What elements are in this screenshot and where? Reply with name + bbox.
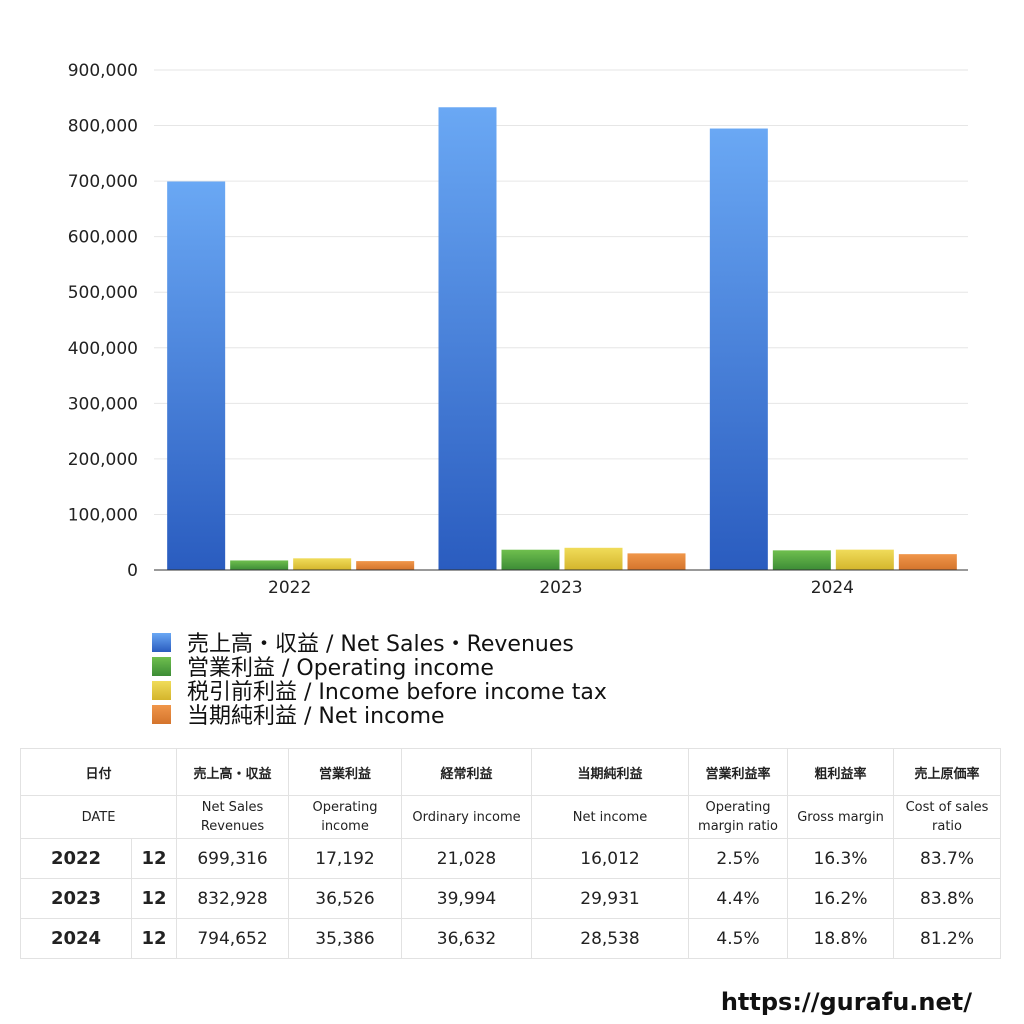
grid-lines [154,69,968,515]
bar-2022-series-3 [356,561,415,570]
cell-sales: 832,928 [176,878,290,919]
table-row: 2023 12 832,928 36,526 39,994 29,931 4.4… [20,878,1002,919]
cell-opm: 4.5% [688,918,789,959]
cell-op: 35,386 [288,918,403,959]
header-date-jp: 日付 [19,748,178,796]
cell-year: 2023 [20,878,132,919]
legend-swatch-net-sales [152,632,171,652]
table-row: 2022 12 699,316 17,192 21,028 16,012 2.5… [20,838,1002,879]
y-tick-label: 100,000 [68,505,138,525]
cell-op: 17,192 [288,838,403,879]
bar-2022-series-2 [293,558,352,570]
cell-ord: 36,632 [401,918,533,959]
cell-opm: 2.5% [688,838,789,879]
bar-2022-series-1 [230,560,289,570]
header-cos-jp: 売上原価率 [893,748,1002,796]
y-tick-label: 700,000 [68,172,138,192]
cell-month: 12 [130,878,178,919]
cell-year: 2024 [20,918,132,959]
bar-2022-series-0 [167,181,226,571]
header-op-en: Operating income [288,795,403,839]
cell-gm: 16.3% [787,838,895,879]
bar-2024-series-3 [898,554,957,570]
header-gm-en: Gross margin [787,795,895,839]
axes: 0 100,000 200,000 300,000 400,000 500,000 600,… [68,61,968,598]
legend-swatch-net-income [152,704,171,724]
cell-gm: 16.2% [787,878,895,919]
header-gm-jp: 粗利益率 [787,748,895,796]
bar-2024-series-2 [835,549,894,570]
legend-label-net-sales: 売上高・収益 / Net Sales・Revenues [187,632,574,657]
legend: 売上高・収益 / Net Sales・Revenues 営業利益 / Opera… [152,630,607,729]
y-tick-label: 400,000 [68,339,138,359]
cell-month: 12 [130,918,178,959]
bar-2023-series-0 [438,107,497,571]
cell-ord: 21,028 [401,838,533,879]
y-tick-label: 900,000 [68,61,138,81]
bar-chart: 0 100,000 200,000 300,000 400,000 500,000 600,… [68,61,968,598]
legend-item-net-income: 当期純利益 / Net income [152,702,607,729]
header-ord-jp: 経常利益 [401,748,533,796]
cell-sales: 794,652 [176,918,290,959]
y-tick-label: 200,000 [68,450,138,470]
cell-net: 16,012 [531,838,690,879]
x-tick-label: 2024 [811,578,854,598]
table-row: 2024 12 794,652 35,386 36,632 28,538 4.5… [20,918,1002,959]
header-date-en: DATE [19,795,178,839]
bar-2024-series-1 [772,550,831,570]
cell-cos: 83.8% [893,878,1002,919]
legend-label-net-income: 当期純利益 / Net income [187,704,445,729]
header-ord-en: Ordinary income [401,795,533,839]
legend-label-income-before-tax: 税引前利益 / Income before income tax [187,680,607,705]
financial-table: 日付 売上高・収益 営業利益 経常利益 当期純利益 営業利益率 粗利益率 売上原… [19,748,1002,959]
cell-cos: 83.7% [893,838,1002,879]
x-tick-label: 2023 [539,578,582,598]
table-header-jp: 日付 売上高・収益 営業利益 経常利益 当期純利益 営業利益率 粗利益率 売上原… [19,748,1002,796]
site-url-link[interactable]: https://gurafu.net/ [720,988,972,1016]
header-net-en: Net income [531,795,690,839]
cell-gm: 18.8% [787,918,895,959]
x-tick-label: 2022 [268,578,311,598]
legend-item-income-before-tax: 税引前利益 / Income before income tax [152,678,607,705]
bar-2023-series-3 [627,553,686,570]
header-cos-en: Cost of sales ratio [893,795,1002,839]
bar-2023-series-2 [564,547,623,570]
header-opm-en: Operating margin ratio [688,795,789,839]
cell-opm: 4.4% [688,878,789,919]
cell-month: 12 [130,838,178,879]
cell-sales: 699,316 [176,838,290,879]
header-op-jp: 営業利益 [288,748,403,796]
y-tick-label: 0 [127,561,138,581]
header-net-jp: 当期純利益 [531,748,690,796]
cell-cos: 81.2% [893,918,1002,959]
legend-label-operating-income: 営業利益 / Operating income [187,656,494,681]
cell-op: 36,526 [288,878,403,919]
legend-item-net-sales: 売上高・収益 / Net Sales・Revenues [152,630,607,657]
y-tick-label: 500,000 [68,283,138,303]
header-sales-jp: 売上高・収益 [176,748,290,796]
legend-swatch-income-before-tax [152,680,171,700]
bar-2024-series-0 [709,128,768,570]
y-tick-label: 800,000 [68,117,138,137]
cell-year: 2022 [20,838,132,879]
cell-net: 29,931 [531,878,690,919]
cell-net: 28,538 [531,918,690,959]
table-header-en: DATE Net Sales Revenues Operating income… [19,795,1002,839]
legend-item-operating-income: 営業利益 / Operating income [152,654,607,681]
header-sales-en: Net Sales Revenues [176,795,290,839]
legend-swatch-operating-income [152,656,171,676]
y-tick-label: 600,000 [68,228,138,248]
header-opm-jp: 営業利益率 [688,748,789,796]
bar-2023-series-1 [501,549,560,570]
cell-ord: 39,994 [401,878,533,919]
y-tick-label: 300,000 [68,394,138,414]
bars [167,107,957,571]
